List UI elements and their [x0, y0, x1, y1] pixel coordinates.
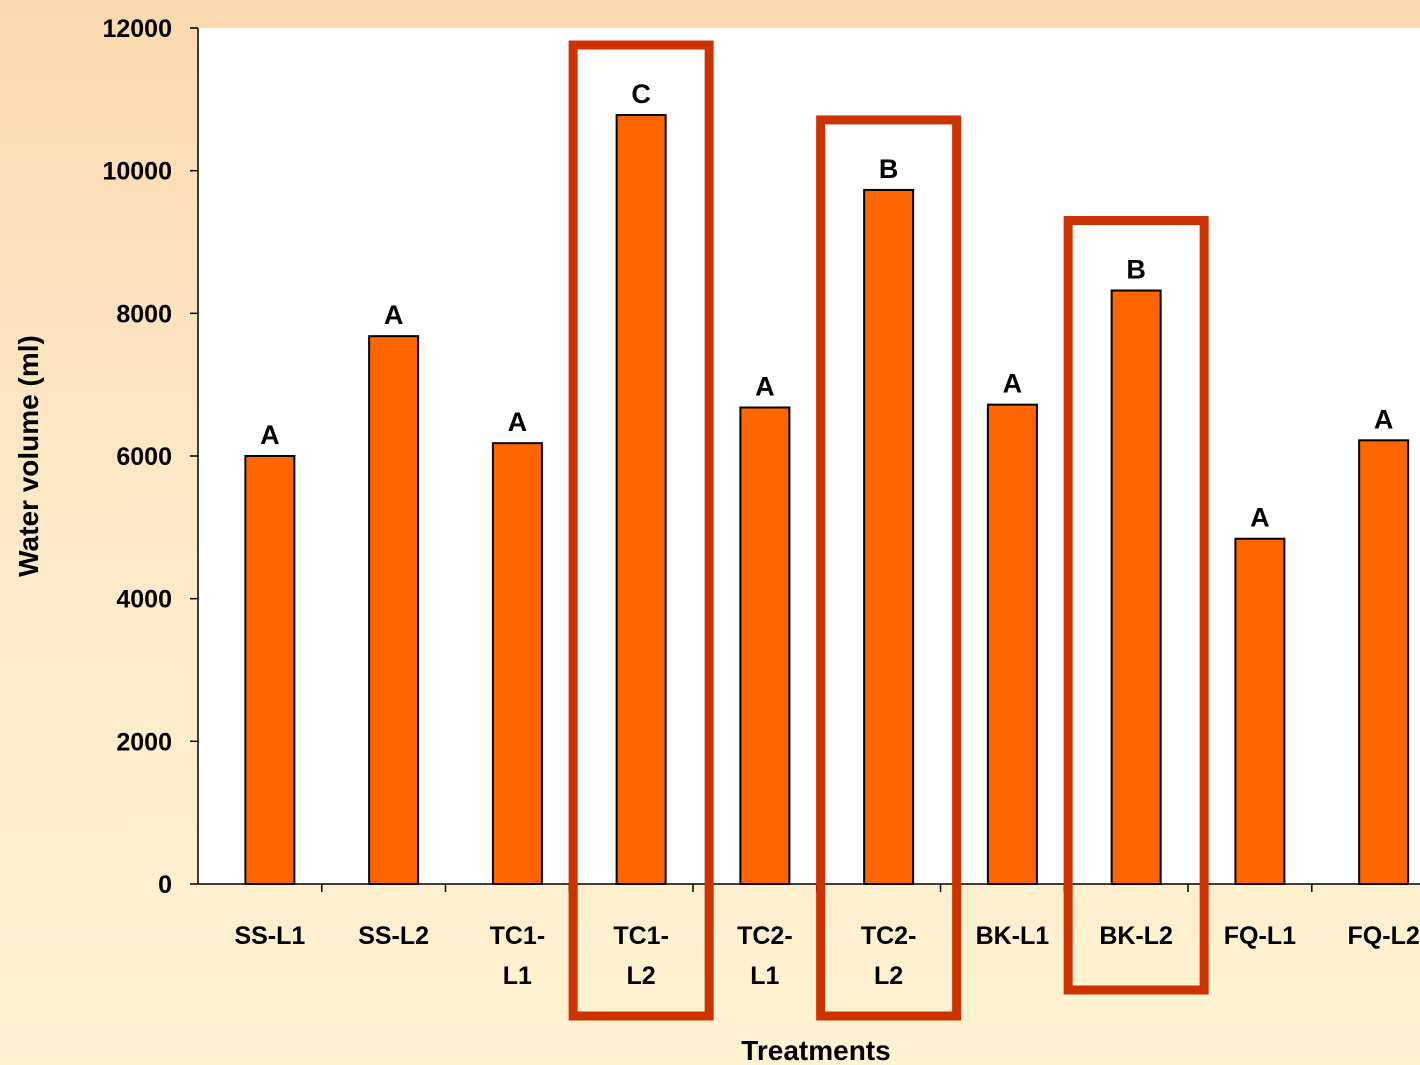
y-tick-label: 10000 [102, 158, 172, 186]
highlight-box [816, 115, 962, 1021]
x-category-label: TC1- [613, 922, 669, 950]
bar-data-label: C [631, 79, 651, 109]
bar [986, 403, 1038, 885]
y-tick-label: 8000 [116, 300, 172, 328]
y-axis-title: Water volume (ml) [13, 335, 44, 577]
y-ticks-layer: 0 2000 4000 6000 8000 10000 12000 [102, 15, 198, 899]
x-category-label: L1 [750, 962, 779, 990]
x-category-label: BK-L1 [976, 922, 1050, 950]
bar [368, 335, 420, 886]
bar [739, 406, 791, 885]
x-category-label: SS-L1 [234, 922, 305, 950]
x-axis-title: Treatments [741, 1035, 890, 1065]
y-tick-label: 6000 [116, 443, 172, 471]
highlight-box [1063, 216, 1209, 995]
x-labels-layer: SS-L1 SS-L2 TC1- L1 TC1- L2 TC2- L1 TC2- L2 BK-L1 B… [234, 922, 1419, 990]
x-category-label: FQ-L1 [1224, 922, 1296, 950]
x-category-label: FQ-L2 [1348, 922, 1420, 950]
bar-data-label: A [1374, 404, 1394, 434]
bar-data-label: A [1003, 369, 1023, 399]
bar-data-label: A [1250, 503, 1270, 533]
bar [1358, 439, 1410, 885]
data-labels-layer: A A A C A B A B A A [260, 79, 1393, 533]
bars-layer [244, 114, 1410, 886]
x-category-label: L2 [874, 962, 903, 990]
bar [615, 114, 667, 885]
highlight-box [568, 40, 714, 1021]
bar-data-label: B [879, 154, 899, 184]
bar [491, 442, 543, 885]
x-category-label: BK-L2 [1099, 922, 1173, 950]
bar-data-label: A [384, 300, 404, 330]
x-category-label: L2 [627, 962, 656, 990]
bar-data-label: A [260, 420, 280, 450]
x-category-label: TC2- [737, 922, 793, 950]
x-category-label: L1 [503, 962, 532, 990]
x-category-label: TC1- [490, 922, 546, 950]
bar [1110, 289, 1162, 885]
bar [1234, 537, 1286, 885]
bar [863, 188, 915, 885]
x-category-label: SS-L2 [358, 922, 429, 950]
bar [244, 455, 296, 885]
x-category-label: TC2- [861, 922, 917, 950]
bar-data-label: A [755, 371, 775, 401]
y-tick-label: 0 [158, 871, 172, 899]
y-tick-label: 2000 [116, 728, 172, 756]
bar-data-label: A [508, 407, 528, 437]
highlight-boxes-layer [568, 40, 1209, 1021]
y-tick-label: 12000 [102, 15, 172, 43]
bar-data-label: B [1126, 255, 1146, 285]
y-tick-label: 4000 [116, 586, 172, 614]
